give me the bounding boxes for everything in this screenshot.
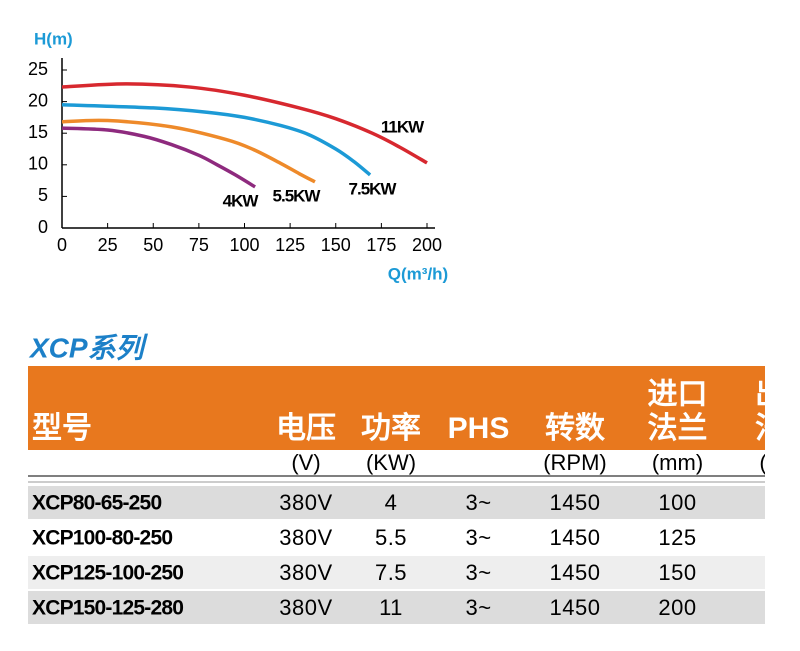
table-cell: 11 (379, 595, 403, 620)
model-cell: XCP125-100-250 (32, 562, 183, 585)
column-header: 功率 (361, 412, 421, 445)
table-cell: 380V (279, 490, 332, 515)
x-axis-label: Q(m³/h) (388, 264, 448, 283)
x-tick-label: 50 (143, 235, 163, 255)
model-cell: XCP80-65-250 (32, 492, 161, 515)
x-tick-label: 150 (321, 235, 351, 255)
y-tick-label: 25 (28, 59, 48, 79)
row-background (28, 556, 765, 589)
table-cell: 3~ (465, 595, 491, 620)
y-tick-label: 5 (38, 185, 48, 205)
table-cell: 200 (658, 595, 696, 620)
column-unit: (V) (291, 450, 320, 475)
column-unit: (KW) (366, 450, 416, 475)
chart: H(m) Q(m³/h) 0 5 10 15 20 25 0 25 50 75 100 125 150 1… (28, 29, 448, 283)
row-background (28, 591, 765, 624)
x-tick-label: 175 (366, 235, 396, 255)
row-background (28, 521, 765, 554)
column-header: 法兰 (755, 412, 765, 445)
table-cell: 1450 (550, 525, 601, 550)
table-cell: 4 (385, 490, 398, 515)
table-cell: 3~ (465, 490, 491, 515)
model-cell: XCP150-125-280 (32, 597, 183, 620)
table-cell: 380V (279, 525, 332, 550)
curve-label: 5.5KW (273, 186, 322, 205)
x-tick-label: 200 (412, 235, 442, 255)
curve-label: 4KW (223, 191, 260, 210)
header-band (28, 366, 765, 450)
x-tick-label: 25 (98, 235, 118, 255)
column-header: 电压 (276, 412, 336, 445)
model-cell: XCP100-80-250 (32, 527, 172, 550)
column-header: PHS (448, 412, 510, 445)
y-tick-label: 15 (28, 122, 48, 142)
column-unit: (mm) (652, 450, 703, 475)
table-cell: 1450 (550, 595, 601, 620)
table-cell: 380V (279, 560, 332, 585)
column-header: 法兰 (648, 412, 708, 445)
column-unit: (mm) (759, 450, 765, 475)
table-cell: 5.5 (375, 525, 407, 550)
curve (61, 118, 316, 184)
x-tick-label: 0 (57, 235, 67, 255)
column-header: 出口 (755, 378, 765, 411)
y-tick-label: 0 (38, 217, 48, 237)
spec-table: 型号电压(V)功率(KW)PHS转数(RPM)进口法兰(mm)出口法兰(mm)X… (28, 366, 765, 651)
table-title: XCP系列 (28, 332, 149, 363)
table-cell: 1450 (550, 490, 601, 515)
column-header: 型号 (32, 412, 92, 445)
row-background (28, 486, 765, 519)
curve-label: 7.5KW (349, 179, 398, 198)
table-cell: 7.5 (375, 560, 407, 585)
curve (61, 82, 428, 165)
y-axis-label: H(m) (34, 29, 73, 48)
x-tick-label: 100 (229, 235, 259, 255)
table-cell: 380V (279, 595, 332, 620)
table-cell: 100 (658, 490, 696, 515)
curve-label: 11KW (381, 117, 425, 136)
y-tick-label: 20 (28, 90, 48, 110)
x-tick-label: 125 (275, 235, 305, 255)
table-cell: 1450 (550, 560, 601, 585)
column-header: 进口 (648, 378, 708, 411)
table-cell: 125 (658, 525, 696, 550)
table-graphic: 型号电压(V)功率(KW)PHS转数(RPM)进口法兰(mm)出口法兰(mm)X… (28, 366, 765, 624)
column-header: 转数 (545, 412, 606, 445)
column-unit: (RPM) (543, 450, 607, 475)
table-cell: 3~ (465, 560, 491, 585)
curve (61, 103, 372, 177)
table-title-area: XCP系列 (28, 332, 149, 363)
y-tick-label: 10 (28, 154, 48, 174)
curve (61, 126, 256, 189)
x-tick-label: 75 (189, 235, 209, 255)
table-cell: 150 (658, 560, 696, 585)
table-cell: 3~ (465, 525, 491, 550)
